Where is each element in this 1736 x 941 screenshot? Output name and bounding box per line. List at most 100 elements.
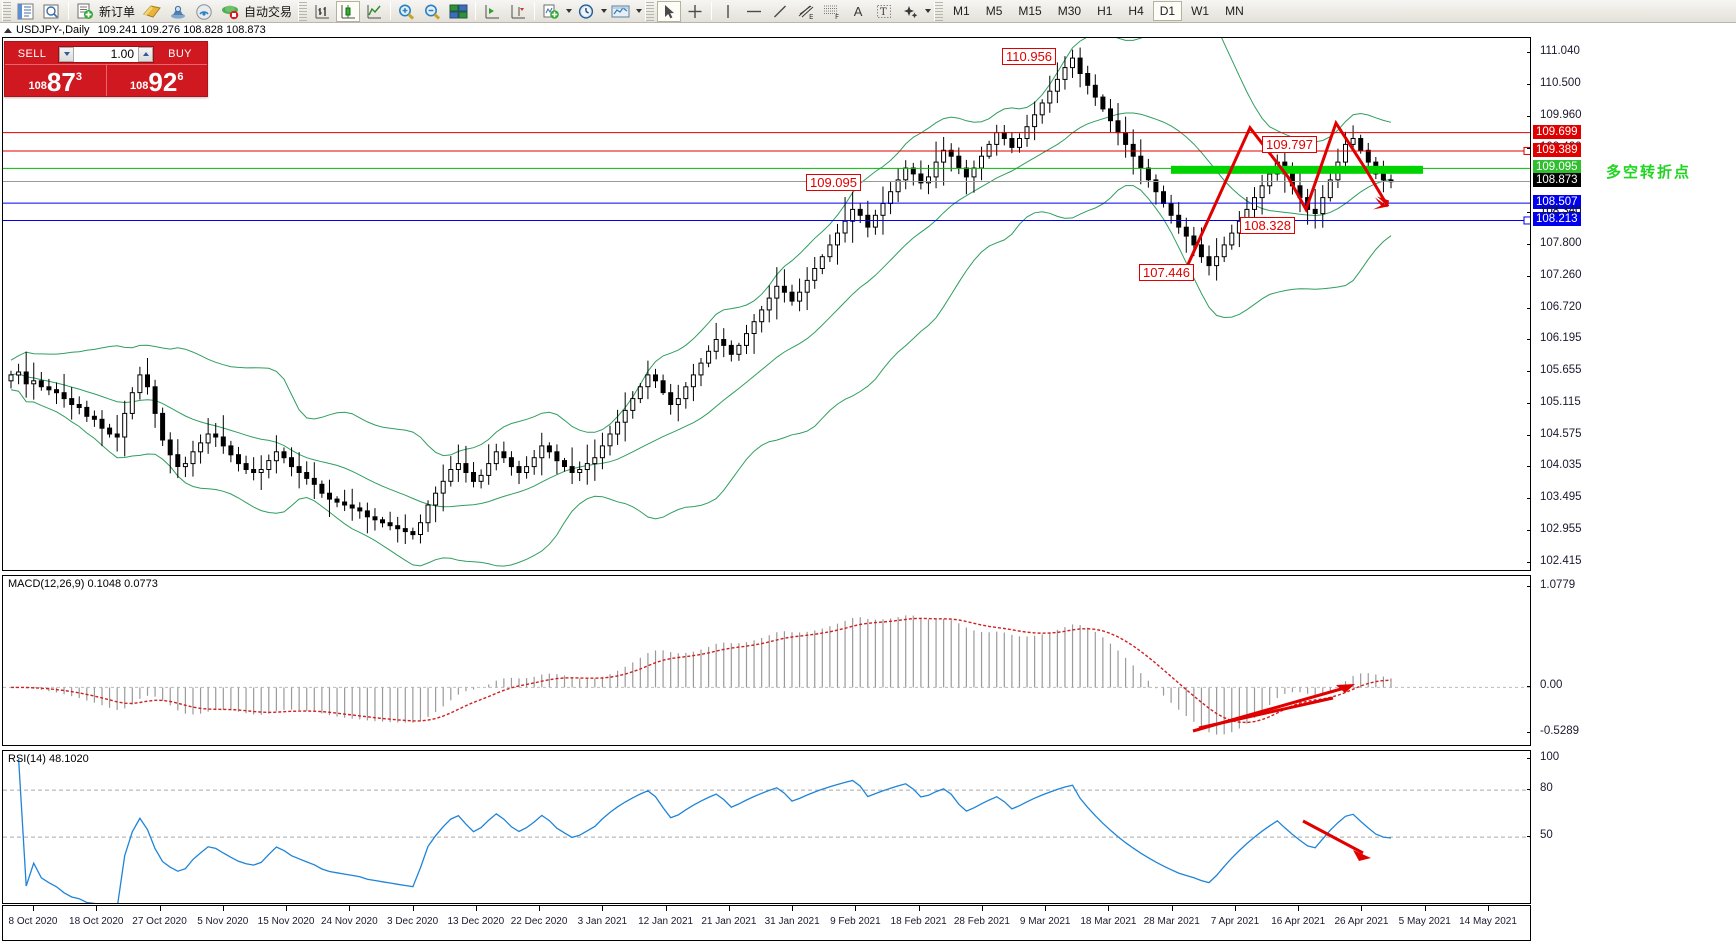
timeframe-d1[interactable]: D1 xyxy=(1152,1,1183,21)
sell-price-quote[interactable]: 108 87 3 xyxy=(5,65,106,96)
auto-scroll-icon[interactable] xyxy=(506,1,530,22)
data-window-icon[interactable] xyxy=(40,1,64,22)
collapse-triangle-icon[interactable] xyxy=(4,27,12,33)
macd-axis-scale[interactable]: 1.0779 0.00 -0.5289 xyxy=(1526,575,1736,746)
mql5-community-icon[interactable] xyxy=(166,1,190,22)
time-tick-mark xyxy=(728,906,730,911)
chart-shift-icon[interactable] xyxy=(480,1,504,22)
zoom-in-icon[interactable] xyxy=(395,1,419,22)
price-level-label[interactable]: 109.699 xyxy=(1533,124,1581,139)
buy-price-quote[interactable]: 108 92 6 xyxy=(105,65,208,96)
periods-icon[interactable] xyxy=(574,1,598,22)
timeframe-h4[interactable]: H4 xyxy=(1128,4,1144,18)
signals-icon[interactable] xyxy=(192,1,216,22)
time-tick-mark xyxy=(665,906,667,911)
macd-tick: 0.00 xyxy=(1526,679,1562,691)
fibonacci-icon[interactable]: F xyxy=(820,1,844,22)
shapes-icon[interactable] xyxy=(898,1,922,22)
zoom-out-icon[interactable] xyxy=(421,1,445,22)
timeframe-m5[interactable]: M5 xyxy=(985,4,1003,18)
time-tick-label: 5 May 2021 xyxy=(1398,916,1451,927)
volume-input[interactable]: 1.00 xyxy=(110,47,134,61)
cursor-icon[interactable] xyxy=(657,0,682,22)
toolbar-separator-2 xyxy=(390,2,392,20)
timeframe-m1[interactable]: M1 xyxy=(953,4,970,18)
new-order-icon[interactable] xyxy=(73,1,97,22)
equidistant-channel-icon[interactable]: E xyxy=(794,1,818,22)
timeframe-w1[interactable]: W1 xyxy=(1191,4,1210,18)
time-tick-label: 9 Mar 2021 xyxy=(1019,916,1071,927)
price-level-label[interactable]: 109.389 xyxy=(1533,142,1581,157)
rsi-pane[interactable]: RSI(14) 48.1020 xyxy=(2,750,1531,904)
time-tick-mark xyxy=(286,906,288,911)
toolbar-grip[interactable] xyxy=(2,1,11,21)
time-tick-label: 16 Apr 2021 xyxy=(1271,916,1326,927)
time-tick-label: 28 Feb 2021 xyxy=(953,916,1010,927)
trendline-icon[interactable] xyxy=(768,1,792,22)
toolbar-grip-4[interactable] xyxy=(934,1,944,21)
timeframe-m15[interactable]: M15 xyxy=(1018,4,1042,18)
chart-container[interactable]: MACD(12,26,9) 0.1048 0.0773 RSI(14) 48.1… xyxy=(0,37,1736,941)
time-tick-label: 7 Apr 2021 xyxy=(1210,916,1260,927)
price-level-label[interactable]: 108.873 xyxy=(1533,173,1581,188)
vertical-line-icon[interactable] xyxy=(716,1,740,22)
time-tick-mark xyxy=(1424,906,1426,911)
timeframe-m30[interactable]: M30 xyxy=(1057,4,1082,18)
text-label-icon[interactable]: T xyxy=(872,1,896,22)
time-tick-label: 3 Jan 2021 xyxy=(577,916,628,927)
candlestick-chart-icon[interactable] xyxy=(336,0,361,22)
price-level-label[interactable]: 108.507 xyxy=(1533,195,1581,210)
annotation-tag-low: 107.446 xyxy=(1139,264,1194,281)
bar-chart-icon[interactable] xyxy=(310,1,334,22)
time-tick-mark xyxy=(1171,906,1173,911)
periods-dropdown-icon[interactable] xyxy=(599,1,608,22)
sell-button[interactable]: SELL xyxy=(17,48,47,60)
crosshair-icon[interactable] xyxy=(683,1,707,22)
tile-windows-icon[interactable] xyxy=(447,1,471,22)
time-tick-label: 12 Jan 2021 xyxy=(638,916,694,927)
toolbar-grip-3[interactable] xyxy=(645,1,655,21)
rsi-axis-scale[interactable]: 100 80 50 xyxy=(1526,750,1736,904)
timeframe-mn[interactable]: MN xyxy=(1225,4,1244,18)
toolbar-grip-2[interactable] xyxy=(298,1,308,21)
volume-decrease-button[interactable] xyxy=(59,46,74,62)
line-chart-icon[interactable] xyxy=(362,1,386,22)
sell-price-fraction: 3 xyxy=(75,71,82,83)
price-axis-scale[interactable]: 111.040110.500109.960109.420108.340107.8… xyxy=(1527,37,1736,571)
time-tick-label: 21 Jan 2021 xyxy=(701,916,757,927)
time-axis-scale[interactable]: 8 Oct 2020 18 Oct 2020 27 Oct 2020 5 Nov 20… xyxy=(2,905,1531,941)
templates-dropdown-icon[interactable] xyxy=(634,1,643,22)
volume-increase-button[interactable] xyxy=(138,46,153,62)
svg-text:F: F xyxy=(835,13,839,20)
macd-pane[interactable]: MACD(12,26,9) 0.1048 0.0773 xyxy=(2,575,1531,746)
horizontal-line-icon[interactable] xyxy=(742,1,766,22)
time-tick-label: 5 Nov 2020 xyxy=(197,916,249,927)
price-tick: 102.415 xyxy=(1527,555,1582,567)
new-order-label[interactable]: 新订单 xyxy=(99,4,136,19)
price-tick: 109.960 xyxy=(1527,109,1582,121)
text-icon[interactable]: A xyxy=(853,3,863,19)
price-pane[interactable] xyxy=(2,37,1531,571)
terminal-icon[interactable] xyxy=(14,1,38,22)
autotrading-icon[interactable] xyxy=(218,1,242,22)
templates-icon[interactable] xyxy=(609,1,633,22)
expert-advisor-icon[interactable] xyxy=(140,1,164,22)
time-tick-label: 27 Oct 2020 xyxy=(132,916,187,927)
time-tick-label: 8 Oct 2020 xyxy=(8,916,58,927)
buy-button[interactable]: BUY xyxy=(168,48,192,60)
price-tick: 107.800 xyxy=(1527,237,1582,249)
time-tick-label: 18 Feb 2021 xyxy=(890,916,947,927)
one-click-trading-panel[interactable]: SELL 1.00 BUY 108 87 3 108 92 6 xyxy=(4,41,208,97)
volume-stepper[interactable]: 1.00 xyxy=(58,45,154,63)
price-tick: 104.575 xyxy=(1527,428,1582,440)
indicators-dropdown-icon[interactable] xyxy=(564,1,573,22)
indicators-icon[interactable] xyxy=(539,1,563,22)
shapes-dropdown-icon[interactable] xyxy=(923,1,932,22)
price-level-label[interactable]: 108.213 xyxy=(1533,212,1581,227)
time-tick-label: 9 Feb 2021 xyxy=(830,916,881,927)
timeframe-h1[interactable]: H1 xyxy=(1097,4,1113,18)
autotrading-label[interactable]: 自动交易 xyxy=(244,4,293,19)
price-level-label[interactable]: 109.095 xyxy=(1533,160,1581,175)
price-tick: 107.260 xyxy=(1527,269,1582,281)
toolbar-separator-3 xyxy=(475,2,477,20)
